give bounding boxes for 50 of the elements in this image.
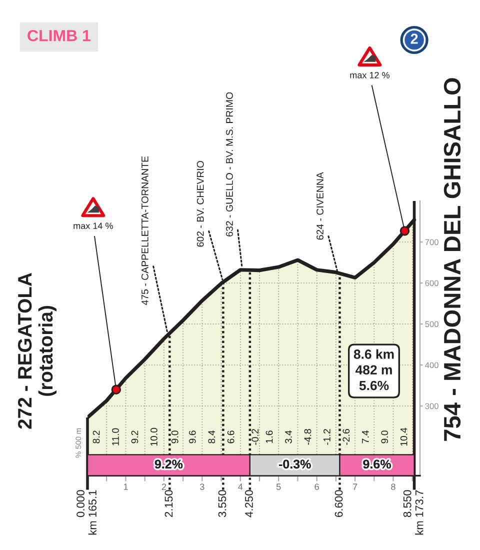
- x-tick-label: 6: [314, 484, 319, 490]
- x-tick-label: 1: [124, 484, 128, 490]
- ref-line-label: 3.550: [218, 490, 226, 518]
- band-label: 9.2%: [154, 460, 183, 469]
- annotation: -2.6: [342, 429, 350, 445]
- annotation: -4.8: [304, 429, 312, 445]
- annotation: 602 - BV. CHEVRIO: [196, 161, 204, 247]
- annotation: 6.6: [227, 430, 234, 444]
- x-tick-label: 3: [200, 484, 204, 490]
- annotation: 475 - CAPPELLETTA-TORNANTE: [141, 156, 148, 306]
- annotation: 8.4: [208, 430, 216, 444]
- x-tick-label: 5: [276, 484, 281, 490]
- y-tick-label: 300: [425, 403, 438, 410]
- chart-title: CLIMB 1: [28, 30, 90, 42]
- annotation: 8.2: [92, 430, 100, 444]
- ref-line-label: 2.150: [164, 490, 173, 517]
- band-label: -0.3%: [278, 460, 311, 469]
- ref-line-label: 0.000 km 165.1: [76, 490, 96, 535]
- ref-line-label: 4.250: [245, 490, 253, 518]
- annotation: max 14 %: [74, 222, 113, 230]
- annotation: 9.0: [171, 430, 178, 444]
- annotation: 11.0: [112, 428, 119, 446]
- annotation: 632 - GUELLO - BV. M.S. PRIMO: [226, 92, 233, 236]
- ref-line-label: 6.600: [334, 490, 343, 517]
- annotation: 754 - MADONNA DEL GHISALLO: [444, 78, 461, 441]
- band-label: 9.6%: [363, 460, 391, 469]
- annotation: 1.6: [266, 430, 273, 443]
- annotation: 624 - CIVENNA: [316, 172, 324, 240]
- x-tick-label: 2: [162, 484, 166, 490]
- annotation: 7.4: [362, 430, 369, 444]
- annotation: 9.6: [188, 430, 196, 444]
- annotation: 10.4: [400, 428, 408, 446]
- annotation: -0.2: [252, 429, 259, 445]
- y-tick-label: 500: [425, 321, 438, 328]
- annotation: 3.4: [285, 430, 292, 444]
- y-tick-label: 400: [425, 362, 438, 368]
- annotation: 10.0: [150, 428, 158, 446]
- x-tick-label: 7: [352, 484, 358, 490]
- y-tick-label: 700: [425, 239, 438, 246]
- annotation: -1.2: [323, 429, 330, 445]
- x-tick-label: 4: [238, 484, 243, 490]
- annotation: 8.6 km 482 m 5.6%: [354, 349, 394, 390]
- annotation: 272 - REGATOLA (rotatoria): [18, 272, 56, 429]
- annotation: max 12 %: [350, 72, 390, 78]
- annotation: 9.2: [131, 430, 138, 444]
- x-tick-label: 8: [391, 484, 396, 490]
- y-tick-label: 600: [425, 280, 438, 286]
- text: 2: [410, 34, 418, 44]
- annotation: 9.0: [381, 430, 388, 444]
- ref-line-label: 8.550 km 173.7: [403, 490, 424, 535]
